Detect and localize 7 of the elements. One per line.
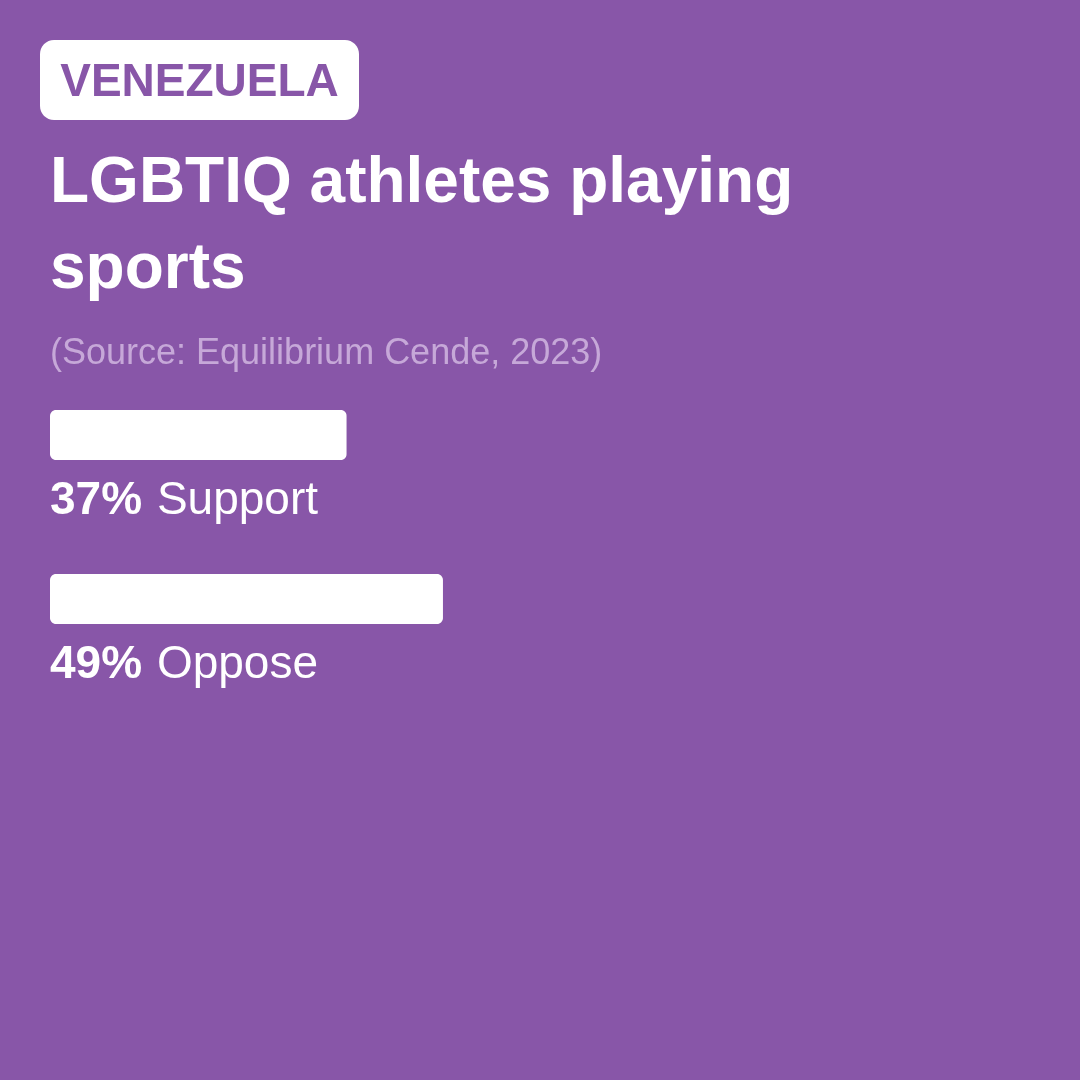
data-label: 37% xyxy=(50,472,143,524)
chart-title: LGBTIQ athletes playing sports xyxy=(50,144,794,302)
text: (Source: Equilibrium Cende, 2023) xyxy=(50,331,603,372)
data-label: 49% xyxy=(50,636,143,688)
text: VENEZUELA xyxy=(60,54,339,106)
y-tick-label: Oppose xyxy=(156,636,319,688)
y-tick-label: Support xyxy=(156,472,319,524)
